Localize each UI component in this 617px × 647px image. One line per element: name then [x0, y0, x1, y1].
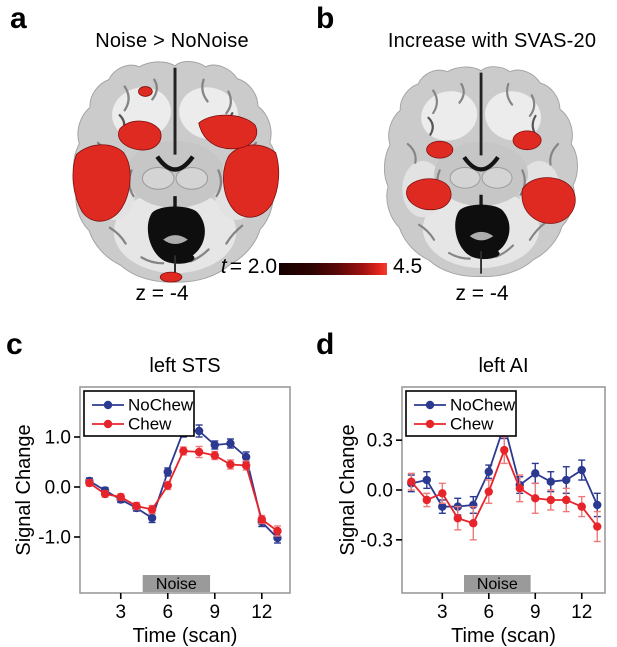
- activation-right-insula: [521, 177, 576, 224]
- brain-slice-noise-contrast: [72, 61, 280, 283]
- activation-clusters: [72, 86, 280, 283]
- svg-text:0.0: 0.0: [45, 478, 71, 499]
- svg-text:Signal Change: Signal Change: [337, 424, 359, 555]
- svg-text:12: 12: [251, 602, 272, 623]
- svg-text:6: 6: [483, 602, 494, 623]
- svg-text:12: 12: [571, 602, 592, 623]
- activation-left-frontal: [426, 140, 454, 159]
- svg-text:1.0: 1.0: [45, 428, 71, 449]
- activation-occipital: [159, 271, 183, 283]
- panel-b-title: Increase with SVAS-20: [387, 30, 597, 52]
- svg-text:NoChew: NoChew: [450, 396, 516, 415]
- activation-right-temporal: [223, 144, 280, 218]
- svg-text:Chew: Chew: [128, 415, 172, 434]
- svg-text:0.0: 0.0: [367, 481, 393, 502]
- svg-text:-0.3: -0.3: [360, 530, 393, 551]
- svg-text:9: 9: [209, 602, 220, 623]
- panel-d-letter: d: [316, 328, 335, 361]
- svg-text:Noise: Noise: [477, 576, 518, 593]
- t-colorbar: [279, 263, 387, 275]
- svg-text:3: 3: [437, 602, 448, 623]
- panel-a-title: Noise > NoNoise: [95, 30, 249, 52]
- activation-right-frontal: [512, 130, 542, 151]
- left-ai-chart: Noise 3 6 9 12 0.3 0.0 -0.3 left AI Time (scan) Si…: [337, 355, 606, 647]
- activation-right-frontal: [198, 114, 258, 150]
- activation-left-speck: [138, 86, 153, 97]
- activation-left-temporal: [72, 144, 131, 222]
- svg-text:Chew: Chew: [450, 415, 494, 434]
- svg-text:-1.0: -1.0: [38, 528, 71, 549]
- left-sts-chart: Noise 3 6 9 12 1.0 0.0 -1.0 left STS Time (scan) S…: [13, 355, 291, 647]
- svg-text:NoChew: NoChew: [128, 396, 194, 415]
- svg-text:Noise: Noise: [156, 576, 197, 593]
- brain-slice-svas-correlation: [383, 66, 578, 277]
- t-stat-symbol: t: [220, 255, 227, 278]
- svg-text:9: 9: [530, 602, 541, 623]
- svg-text:Time (scan): Time (scan): [133, 625, 238, 647]
- svg-text:6: 6: [162, 602, 173, 623]
- svg-text:3: 3: [115, 602, 126, 623]
- brain-anatomy: [383, 66, 578, 277]
- activation-left-frontal: [118, 120, 162, 151]
- colorbar-min-label: t = 2.0: [220, 255, 277, 278]
- panel-a-letter: a: [10, 2, 27, 35]
- panel-b-letter: b: [316, 2, 335, 35]
- svg-text:left AI: left AI: [478, 355, 528, 377]
- svg-text:left STS: left STS: [149, 355, 220, 377]
- colorbar-max-label: 4.5: [393, 255, 423, 278]
- activation-clusters: [406, 130, 576, 224]
- panel-b-slice-label: z = -4: [455, 282, 509, 305]
- activation-left-insula: [406, 178, 452, 211]
- svg-text:Time (scan): Time (scan): [451, 625, 556, 647]
- svg-text:Signal Change: Signal Change: [13, 424, 35, 555]
- panel-c-letter: c: [6, 328, 23, 361]
- svg-text:0.3: 0.3: [367, 431, 393, 452]
- panel-a-slice-label: z = -4: [135, 282, 189, 305]
